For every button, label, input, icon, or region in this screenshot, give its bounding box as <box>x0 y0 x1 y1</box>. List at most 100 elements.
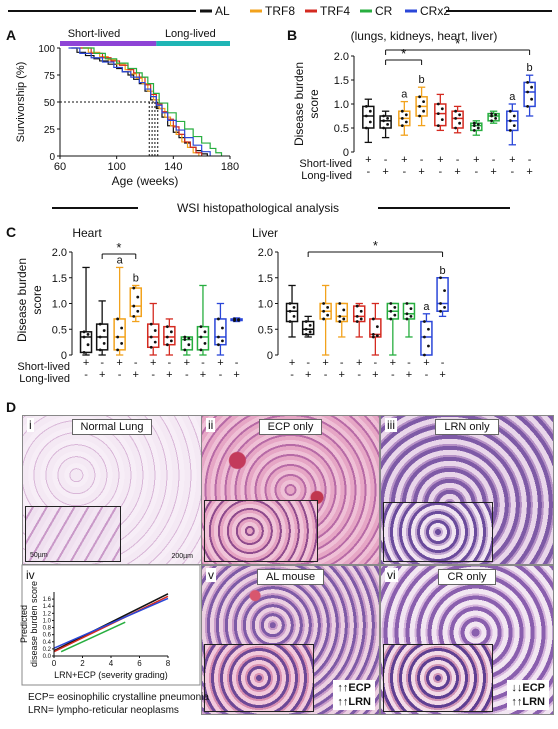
survival-curve-cr <box>82 47 223 156</box>
long-lived-mark-trf4-long: + <box>372 369 378 381</box>
significance-letter-trf8-short: a <box>117 254 124 266</box>
data-point-al-short <box>368 109 372 113</box>
data-point-crx2-short <box>508 109 512 113</box>
short-lived-mark-crx2-long: - <box>235 357 239 369</box>
legend-label-trf4: TRF4 <box>320 4 350 18</box>
chart-title-b: (lungs, kidneys, heart, liver) <box>351 29 498 43</box>
data-point-cr-short <box>472 124 476 127</box>
data-point-trf4-long <box>169 330 173 334</box>
box-cr-short <box>180 336 194 351</box>
panel-roman: ii <box>206 418 216 432</box>
long-lived-mark-trf8-long: + <box>339 369 345 381</box>
y-tick-label: 0 <box>343 147 349 159</box>
x-axis-label: LRN+ECP (severity grading) <box>54 670 168 680</box>
zoom-inset <box>383 502 493 562</box>
data-point-trf4-short <box>440 107 444 111</box>
data-point-cr-long <box>203 342 207 345</box>
long-lived-mark-cr-short: - <box>185 369 189 381</box>
data-point-trf8-short <box>400 109 404 113</box>
data-point-al-short <box>86 343 90 347</box>
box-trf8-short <box>113 318 126 351</box>
data-point-trf4-short <box>149 322 153 326</box>
data-point-al-long <box>382 119 385 123</box>
y-tick-label: 0 <box>267 350 273 362</box>
data-point-al-short <box>292 305 296 309</box>
panel-label: ECP only <box>258 419 323 435</box>
box-cr-long <box>402 302 416 320</box>
x-tick-label: 6 <box>137 659 142 668</box>
data-point-crx2-short <box>221 326 224 330</box>
lifespan-bar-0 <box>60 41 157 46</box>
data-point-al-short <box>288 309 292 313</box>
ecp-arrow: ↑↑ECP <box>337 682 371 694</box>
significance-letter-trf8-long: b <box>133 272 139 284</box>
y-axis-label-2: score <box>30 285 44 315</box>
bar-label-short-lived: Short-lived <box>68 28 121 40</box>
x-tick-label: 4 <box>109 659 114 668</box>
data-point-cr-long <box>405 312 409 316</box>
significance-letter-crx2-short: a <box>509 91 516 103</box>
row-label-short-lived: Short-lived <box>299 158 352 170</box>
y-tick-label: 0.2 <box>43 647 52 653</box>
long-lived-mark-cr-short: - <box>391 369 395 381</box>
data-point-trf8-long <box>418 114 421 118</box>
x-tick-label: 140 <box>164 161 182 173</box>
short-lived-mark-al-short: + <box>83 357 89 369</box>
data-point-trf4-long <box>458 121 461 125</box>
data-point-trf8-long <box>342 308 346 312</box>
data-point-crx2-long <box>530 97 533 101</box>
scale-main: 200µm <box>171 553 193 560</box>
data-point-cr-long <box>199 325 203 329</box>
short-lived-mark-cr-long: - <box>407 357 411 369</box>
histology-ecp-only: ECP only ii <box>201 415 380 565</box>
zoom-inset <box>204 644 314 712</box>
long-lived-mark-al-long: + <box>99 369 105 381</box>
y-tick-label: 0.4 <box>43 640 52 646</box>
long-lived-mark-trf4-short: - <box>357 369 361 381</box>
long-lived-mark-cr-long: + <box>406 369 412 381</box>
y-tick-label: 0.6 <box>43 633 52 639</box>
data-point-crx2-long <box>526 105 529 108</box>
significance-letter-trf8-long: b <box>419 74 425 86</box>
short-lived-mark-crx2-short: + <box>217 357 223 369</box>
significance-letter-trf8-short: a <box>401 89 408 101</box>
box-trf4-long <box>451 110 464 129</box>
short-lived-mark-crx2-long: - <box>441 357 445 369</box>
y-tick-label: 75 <box>44 71 56 82</box>
y-tick-label: 1.0 <box>52 299 67 311</box>
data-point-trf4-long <box>454 109 457 113</box>
y-tick-label: 0.0 <box>43 654 52 660</box>
histology-cr-only: CR only vi ↓↓ECP ↑↑LRN <box>380 565 554 715</box>
short-lived-mark-cr-short: + <box>390 357 396 369</box>
short-lived-mark-trf4-long: - <box>456 154 460 166</box>
data-point-cr-long <box>203 330 207 334</box>
y-tick-label: 2.0 <box>258 247 273 259</box>
data-point-trf4-short <box>355 314 359 318</box>
y-axis-label: Predicted <box>19 605 29 643</box>
long-lived-mark-cr-long: + <box>490 166 496 178</box>
data-point-crx2-long <box>439 309 442 313</box>
box-cr-short <box>470 122 483 132</box>
data-point-trf8-long <box>136 295 140 299</box>
box-crx2-long <box>436 277 449 312</box>
legend-label-al: AL <box>215 4 230 18</box>
x-tick-label: 2 <box>80 659 85 668</box>
short-lived-mark-trf4-long: - <box>168 357 172 369</box>
y-axis-label: Disease burden <box>292 62 306 146</box>
long-lived-mark-crx2-long: + <box>439 369 445 381</box>
long-lived-mark-trf4-short: - <box>438 166 442 178</box>
long-lived-mark-al-long: + <box>305 369 311 381</box>
short-lived-mark-al-long: - <box>306 357 310 369</box>
data-point-cr-short <box>183 335 187 339</box>
data-point-trf8-short <box>326 305 330 309</box>
data-point-cr-long <box>494 113 497 117</box>
y-axis-label: Survivorship (%) <box>15 62 27 143</box>
panel-letter-d: D <box>6 399 16 415</box>
survival-curve-al <box>71 47 208 156</box>
significance-star-0: * <box>116 240 121 255</box>
data-point-trf8-long <box>418 105 421 108</box>
y-tick-label: 0 <box>49 152 55 163</box>
legend-label-crx2: CRx2 <box>420 4 450 18</box>
short-lived-mark-cr-long: - <box>201 357 205 369</box>
long-lived-mark-trf8-short: - <box>324 369 328 381</box>
